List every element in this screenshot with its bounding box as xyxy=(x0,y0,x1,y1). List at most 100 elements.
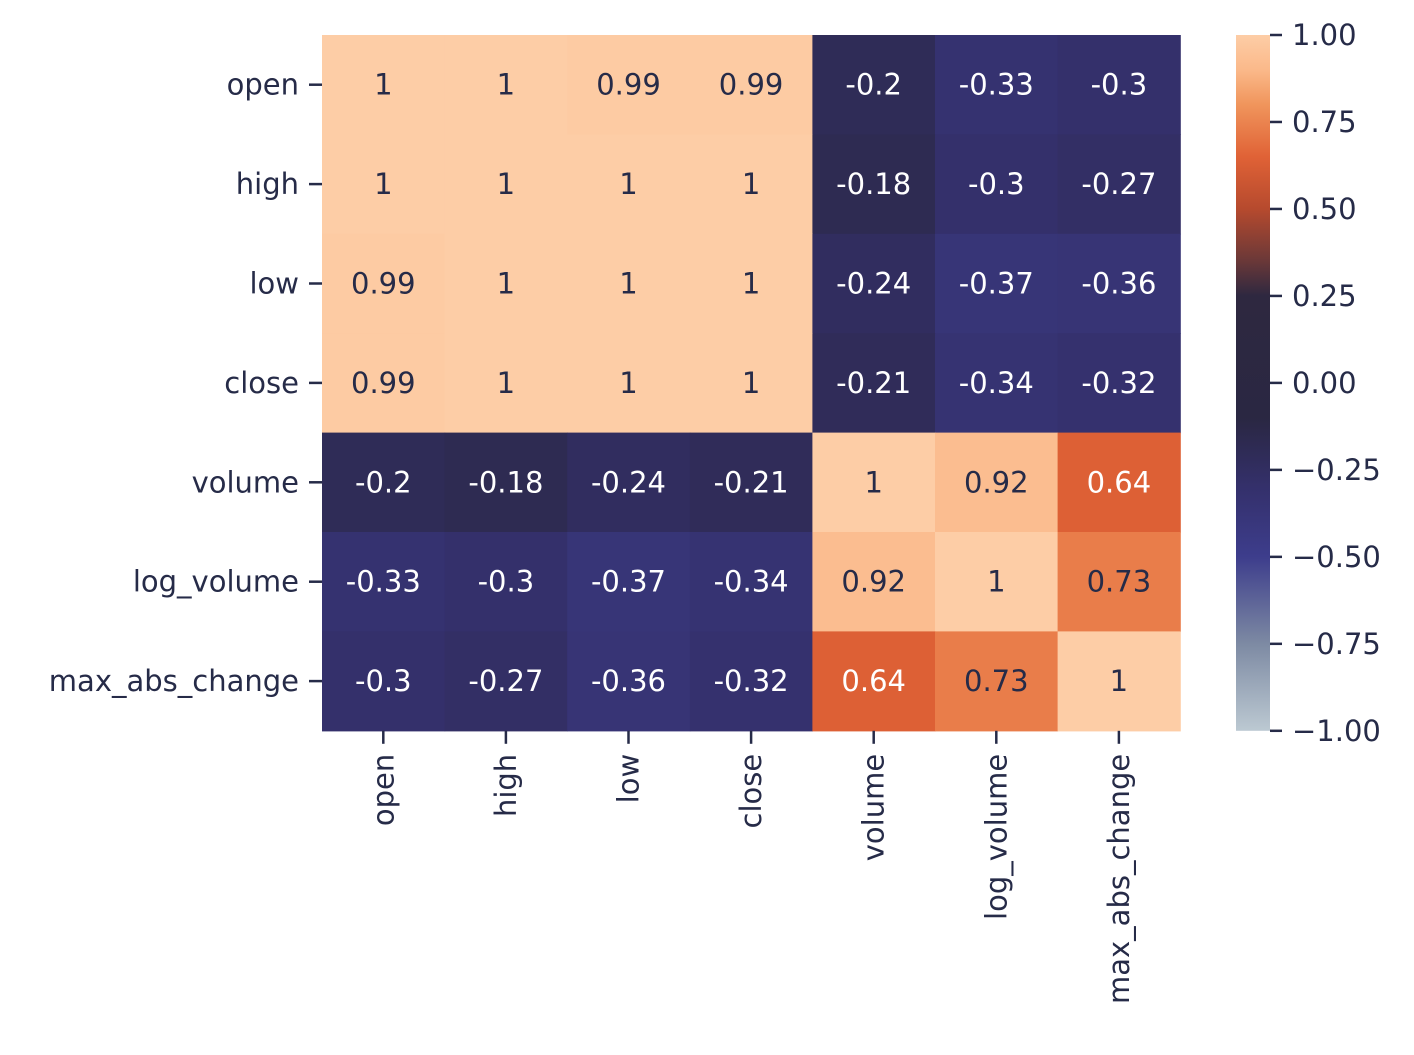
heatmap-cell-low-close xyxy=(689,233,813,334)
heatmap-cell-close-close xyxy=(689,333,813,434)
x-axis: open high low close volume log_volume max_abs_… xyxy=(366,730,1136,1004)
heatmap-cell-open-close xyxy=(689,35,813,135)
colorbar-tick-label: 0.75 xyxy=(1292,105,1357,139)
cell-annotation: 0.73 xyxy=(1087,565,1152,599)
heatmap-cell-high-high xyxy=(444,134,568,235)
cell-annotation: 0.99 xyxy=(351,267,416,301)
heatmap-cell-max_abs_change-log_volume xyxy=(935,631,1059,732)
heatmap-cell-high-max_abs_change xyxy=(1057,134,1181,235)
cell-annotation: 1 xyxy=(987,565,1005,599)
cell-annotation: 1 xyxy=(619,366,637,400)
heatmap-cell-open-low xyxy=(567,35,691,135)
cell-annotation: 1 xyxy=(619,267,637,301)
x-tick-label: open xyxy=(366,754,400,826)
y-tick-label: close xyxy=(224,366,299,400)
colorbar-tick-label: −0.50 xyxy=(1292,540,1381,574)
heatmap-cell-open-log_volume xyxy=(935,35,1059,135)
heatmap-cell-volume-low xyxy=(567,432,691,533)
heatmap-cell-low-low xyxy=(567,233,691,334)
cell-annotation: 0.99 xyxy=(351,366,416,400)
heatmap-cell-close-volume xyxy=(812,333,936,434)
cell-annotation: 1 xyxy=(864,465,882,499)
x-tick-label: close xyxy=(734,754,768,829)
colorbar-tick-label: −0.75 xyxy=(1292,627,1381,661)
cell-annotation: 1 xyxy=(742,267,760,301)
colorbar-tick-label: −1.00 xyxy=(1292,714,1381,748)
x-tick-label: low xyxy=(612,754,646,804)
cell-annotation: 0.64 xyxy=(841,664,906,698)
heatmap-cell-open-high xyxy=(444,35,568,135)
cell-annotation: 1 xyxy=(374,68,392,102)
cell-annotation: 0.99 xyxy=(719,68,784,102)
heatmap-cell-log_volume-high xyxy=(444,532,568,632)
cell-annotation: 1 xyxy=(497,267,515,301)
x-tick-label: volume xyxy=(857,754,891,861)
cell-annotation: -0.37 xyxy=(959,267,1034,301)
heatmap-cell-open-max_abs_change xyxy=(1057,35,1181,135)
colorbar-tick-label: −0.25 xyxy=(1292,453,1381,487)
heatmap-cell-close-high xyxy=(444,333,568,434)
heatmap-cell-low-max_abs_change xyxy=(1057,233,1181,334)
cell-annotation: 0.92 xyxy=(841,565,906,599)
cell-annotation: -0.3 xyxy=(478,565,535,599)
cell-annotation: 1 xyxy=(619,167,637,201)
cell-annotation: -0.24 xyxy=(591,465,666,499)
cell-annotation: -0.18 xyxy=(836,167,911,201)
heatmap-cell-low-high xyxy=(444,233,568,334)
heatmap-cell-low-log_volume xyxy=(935,233,1059,334)
y-tick-label: max_abs_change xyxy=(49,664,299,698)
heatmap-cell-max_abs_change-open xyxy=(322,631,446,732)
cell-annotation: -0.3 xyxy=(968,167,1025,201)
cell-annotation: 0.99 xyxy=(596,68,661,102)
cell-annotation: -0.24 xyxy=(836,267,911,301)
y-tick-label: log_volume xyxy=(133,565,299,599)
heatmap-cell-volume-max_abs_change xyxy=(1057,432,1181,533)
heatmap-cell-log_volume-log_volume xyxy=(935,532,1059,632)
heatmap-cell-high-open xyxy=(322,134,446,235)
cell-annotation: -0.18 xyxy=(468,465,543,499)
heatmap-cell-low-volume xyxy=(812,233,936,334)
y-tick-label: high xyxy=(236,167,299,201)
heatmap-cell-volume-open xyxy=(322,432,446,533)
heatmap-cell-close-log_volume xyxy=(935,333,1059,434)
heatmap-cell-log_volume-volume xyxy=(812,532,936,632)
heatmap-cell-log_volume-max_abs_change xyxy=(1057,532,1181,632)
heatmap-cell-open-open xyxy=(322,35,446,135)
y-tick-label: low xyxy=(249,267,299,301)
heatmap-cell-volume-log_volume xyxy=(935,432,1059,533)
heatmap-cell-high-close xyxy=(689,134,813,235)
cell-annotation: -0.21 xyxy=(836,366,911,400)
cell-annotation: 1 xyxy=(742,366,760,400)
cell-annotation: -0.37 xyxy=(591,565,666,599)
heatmap-cell-high-low xyxy=(567,134,691,235)
heatmap-cell-max_abs_change-low xyxy=(567,631,691,732)
cell-annotation: 1 xyxy=(374,167,392,201)
colorbar-tick-label: 1.00 xyxy=(1292,18,1357,52)
colorbar-tick-label: 0.25 xyxy=(1292,279,1357,313)
cell-annotation: 1 xyxy=(497,366,515,400)
cell-annotation: 0.64 xyxy=(1087,465,1152,499)
cell-annotation: -0.2 xyxy=(355,465,412,499)
cell-annotation: -0.27 xyxy=(1081,167,1156,201)
cell-annotation: -0.2 xyxy=(845,68,902,102)
colorbar-tick-label: 0.00 xyxy=(1292,366,1357,400)
heatmap-cell-max_abs_change-high xyxy=(444,631,568,732)
heatmap-cell-close-low xyxy=(567,333,691,434)
colorbar-tick-label: 0.50 xyxy=(1292,192,1357,226)
cell-annotation: -0.27 xyxy=(468,664,543,698)
cell-annotation: 1 xyxy=(497,68,515,102)
heatmap-cell-close-max_abs_change xyxy=(1057,333,1181,434)
cell-annotation: -0.3 xyxy=(1091,68,1148,102)
heatmap-cell-max_abs_change-close xyxy=(689,631,813,732)
heatmap-cell-max_abs_change-volume xyxy=(812,631,936,732)
cell-annotation: 0.73 xyxy=(964,664,1029,698)
x-tick-label: log_volume xyxy=(979,754,1013,920)
cell-annotation: -0.32 xyxy=(1081,366,1156,400)
cell-annotation: -0.33 xyxy=(959,68,1034,102)
heatmap-cell-max_abs_change-max_abs_change xyxy=(1057,631,1181,732)
cell-annotation: -0.21 xyxy=(714,465,789,499)
heatmap-cell-volume-close xyxy=(689,432,813,533)
heatmap-cell-volume-volume xyxy=(812,432,936,533)
heatmap-cell-open-volume xyxy=(812,35,936,135)
